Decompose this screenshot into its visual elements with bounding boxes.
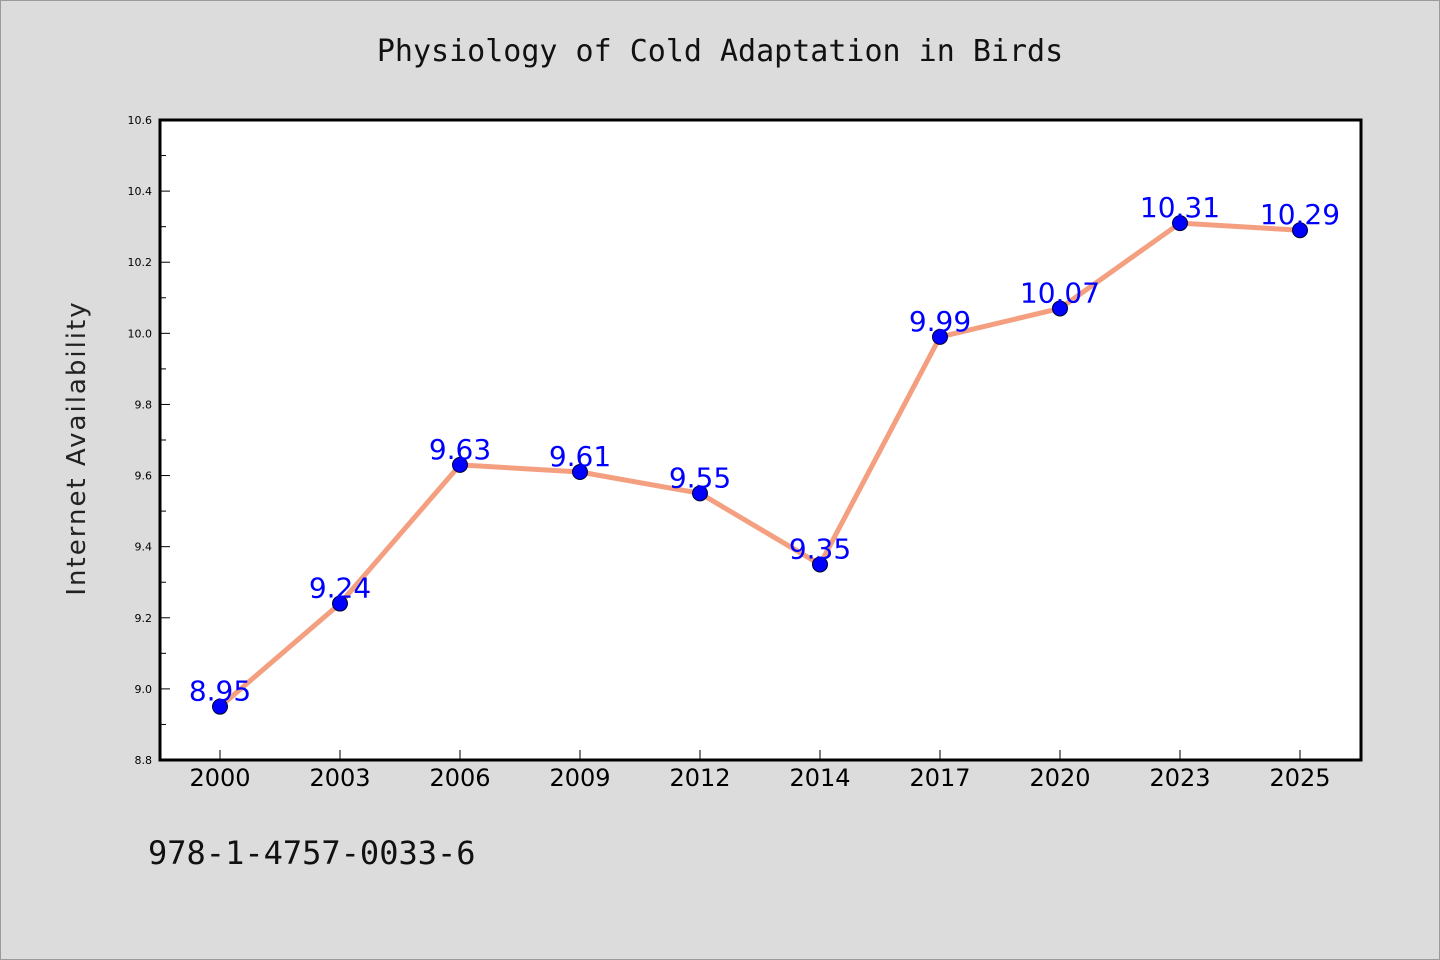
series-line [217, 220, 1303, 710]
data-label: 9.55 [669, 461, 731, 494]
y-tick-label: 9.0 [135, 683, 153, 696]
chart-title: Physiology of Cold Adaptation in Birds [376, 34, 1064, 69]
data-point [932, 328, 948, 345]
x-tick-label: 2012 [669, 764, 730, 792]
x-tick-label: 2017 [909, 764, 970, 792]
x-tick-label: 2014 [789, 764, 850, 792]
data-point [1172, 215, 1188, 232]
data-point [332, 595, 348, 612]
data-point [572, 464, 588, 480]
y-tick-label: 10.4 [128, 185, 153, 198]
y-tick-label: 10.0 [128, 327, 153, 340]
x-tick-label: 2000 [189, 764, 250, 792]
y-tick-label: 9.8 [135, 398, 153, 411]
footer-code: 978-1-4757-0033-6 [148, 834, 476, 872]
x-tick-label: 2020 [1029, 764, 1090, 792]
data-label: 9.61 [549, 440, 611, 473]
data-point [212, 698, 228, 715]
data-label: 9.24 [309, 572, 371, 605]
data-label: 9.63 [429, 433, 491, 466]
y-axis: 8.8 9.0 9.2 9.4 9.6 9.8 10.0 10.2 10.4 10.6 [128, 114, 170, 767]
x-tick-label: 2023 [1149, 764, 1210, 792]
data-point [1052, 300, 1068, 317]
x-tick-label: 2006 [429, 764, 490, 792]
series-group: 8.95 9.24 9.63 9.61 9.55 9.35 9.99 10.07 10.31 10… [189, 191, 1340, 715]
x-axis: 2000 2003 2006 2009 2012 2014 2017 2020 2023 2025 [189, 750, 1331, 792]
x-tick-label: 2025 [1269, 764, 1330, 792]
data-point [812, 556, 828, 573]
y-tick-label: 9.2 [135, 612, 153, 625]
y-tick-label: 8.8 [135, 754, 153, 767]
x-tick-label: 2003 [309, 764, 370, 792]
y-axis-label: Internet Availability [62, 300, 92, 595]
y-tick-label: 9.6 [135, 470, 153, 483]
data-label: 9.99 [909, 305, 971, 338]
data-point [692, 485, 708, 502]
data-label: 10.29 [1260, 198, 1340, 231]
x-tick-label: 2009 [549, 764, 610, 792]
data-label: 10.31 [1140, 191, 1220, 224]
data-label: 8.95 [189, 675, 251, 708]
data-label: 10.07 [1020, 276, 1100, 309]
plot-area [158, 118, 1363, 762]
y-tick-label: 10.6 [128, 114, 153, 127]
data-label: 9.35 [789, 532, 851, 565]
data-point [1292, 222, 1308, 239]
y-tick-label: 10.2 [128, 256, 153, 269]
data-point [452, 456, 468, 473]
y-tick-label: 9.4 [135, 541, 153, 554]
